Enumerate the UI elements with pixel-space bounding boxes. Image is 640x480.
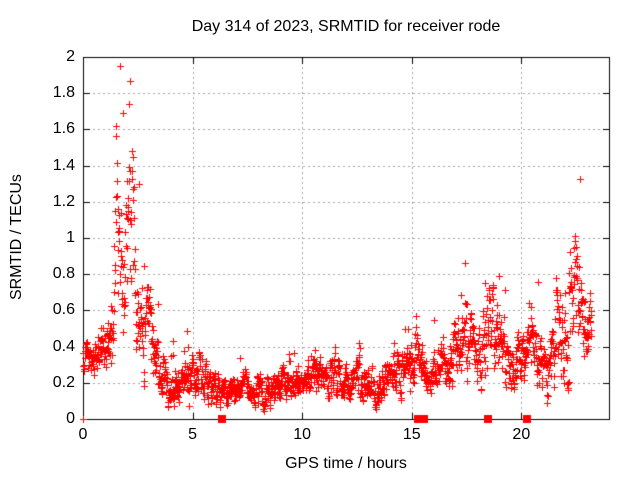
y-tick-label: 1.2: [52, 192, 75, 210]
y-tick-label: 0.8: [52, 265, 75, 283]
y-tick-label: 0.4: [52, 337, 75, 355]
chart-title: Day 314 of 2023, SRMTID for receiver rod…: [191, 18, 501, 35]
x-tick-label: 15: [402, 426, 421, 443]
y-tick-label: 0.2: [52, 373, 75, 391]
y-tick-label: 0: [66, 410, 75, 427]
y-tick-label: 2: [66, 48, 75, 65]
x-tick-label: 10: [293, 426, 312, 443]
y-tick-label: 1.6: [52, 120, 75, 138]
x-tick-label: 20: [512, 426, 531, 443]
y-tick-label: 1: [66, 229, 75, 246]
y-tick-label: 1.8: [52, 84, 75, 102]
x-axis-label: GPS time / hours: [285, 455, 407, 472]
y-tick-label: 1.4: [52, 156, 75, 174]
x-tick-label: 5: [188, 426, 198, 443]
y-tick-label: 0.6: [52, 301, 75, 319]
x-tick-label: 0: [78, 426, 88, 443]
